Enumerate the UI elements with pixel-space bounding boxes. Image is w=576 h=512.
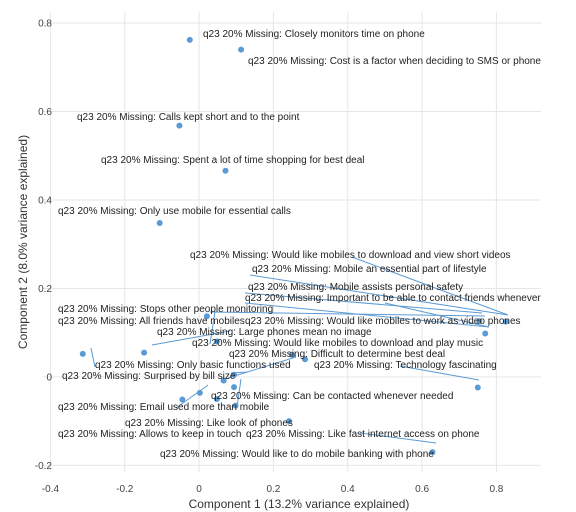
x-tick-label: 0.2 <box>266 484 280 495</box>
point-label: q23 20% Missing: Stops other people moni… <box>58 304 273 315</box>
point-label: q23 20% Missing: Cost is a factor when d… <box>248 56 541 67</box>
x-axis-title: Component 1 (13.2% variance explained) <box>189 497 410 511</box>
data-point <box>429 449 436 456</box>
data-point <box>502 318 509 325</box>
x-tick-label: -0.2 <box>116 484 134 495</box>
data-point <box>220 377 227 384</box>
point-label: q23 20% Missing: Can be contacted whenev… <box>211 391 453 402</box>
data-point <box>238 46 245 53</box>
data-point <box>286 418 293 425</box>
point-label: q23 20% Missing: Difficult to determine … <box>229 349 445 360</box>
data-point <box>474 384 481 391</box>
data-point <box>302 356 309 363</box>
leader-line <box>227 356 297 379</box>
point-label: q23 20% Missing: Email used more than mo… <box>58 402 270 413</box>
point-label: q23 20% Missing: Would like to do mobile… <box>160 449 434 460</box>
leader-line <box>236 378 242 408</box>
tick-labels: -0.4 -0.2 0 0.2 0.4 0.6 0.8 -0.2 0 0.2 0.4 0.6 0.8 <box>35 19 504 495</box>
point-label: q23 20% Missing: Spent a lot of time sho… <box>101 155 365 166</box>
data-point <box>186 36 193 43</box>
data-point <box>79 350 86 357</box>
leader-line <box>90 347 96 368</box>
data-point <box>179 396 186 403</box>
leader-line <box>359 432 437 444</box>
x-tick-label: 0.6 <box>415 484 429 495</box>
y-tick-label: 0.4 <box>38 195 52 206</box>
data-point <box>476 318 483 325</box>
point-label: q23 20% Missing: Large phones mean no im… <box>157 327 372 338</box>
x-tick-label: 0.8 <box>489 484 503 495</box>
point-label: q23 20% Missing: Important to be able to… <box>245 293 541 304</box>
data-point <box>213 396 220 403</box>
data-points <box>79 36 509 456</box>
y-axis-title: Component 2 (8.0% variance explained) <box>16 135 30 349</box>
data-point <box>289 351 295 358</box>
point-label: q23 20% Missing: Would like mobiles to w… <box>245 316 521 327</box>
x-tick-label: 0.4 <box>341 484 355 495</box>
point-labels: q23 20% Missing: Closely monitors time o… <box>58 29 541 460</box>
y-tick-label: 0.6 <box>38 107 52 118</box>
point-label: q23 20% Missing: Calls kept short and to… <box>77 112 300 123</box>
data-point <box>203 313 210 320</box>
point-label: q23 20% Missing: All friends have mobile… <box>58 316 245 327</box>
leader-line <box>351 256 509 316</box>
leader-line <box>249 274 509 316</box>
leader-line <box>244 292 483 314</box>
leader-line <box>399 365 480 381</box>
point-label: q23 20% Missing: Only use mobile for ess… <box>58 206 291 217</box>
data-point <box>213 338 220 345</box>
data-point <box>196 389 203 396</box>
point-label: q23 20% Missing: Mobile assists personal… <box>248 282 463 293</box>
leader-line <box>209 311 216 345</box>
y-tick-label: 0 <box>46 372 52 383</box>
point-label: q23 20% Missing: Technology fascinating <box>314 360 497 371</box>
data-point <box>176 122 183 129</box>
y-tick-label: -0.2 <box>35 461 53 472</box>
data-point <box>231 371 238 378</box>
leader-line <box>244 302 490 328</box>
x-tick-label: -0.4 <box>42 484 60 495</box>
y-tick-label: 0.8 <box>38 19 52 30</box>
point-label: q23 20% Missing: Like look of phones <box>125 418 293 429</box>
leader-line <box>151 330 231 346</box>
x-tick-label: 0 <box>196 484 202 495</box>
leader-lines <box>90 256 509 444</box>
leader-line <box>209 311 486 317</box>
point-label: q23 20% Missing: Closely monitors time o… <box>203 29 425 40</box>
point-label: q23 20% Missing: Would like mobiles to d… <box>192 338 483 349</box>
point-label: q23 20% Missing: Surprised by bill size <box>62 371 236 382</box>
point-label: q23 20% Missing: Like fast internet acce… <box>246 429 480 440</box>
point-label: q23 20% Missing: Mobile an essential par… <box>252 264 487 275</box>
y-tick-label: 0.2 <box>38 284 52 295</box>
point-label: q23 20% Missing: Would like mobiles to d… <box>190 250 511 261</box>
data-point <box>482 330 489 337</box>
data-point <box>222 167 229 174</box>
data-point <box>231 384 238 391</box>
grid <box>43 12 541 472</box>
point-label: q23 20% Missing: Only basic functions us… <box>95 360 291 371</box>
data-point <box>156 219 163 226</box>
data-point <box>232 402 239 409</box>
point-label: q23 20% Missing: Allows to keep in touch <box>58 429 241 440</box>
leader-line <box>175 384 209 409</box>
data-point <box>141 349 148 356</box>
